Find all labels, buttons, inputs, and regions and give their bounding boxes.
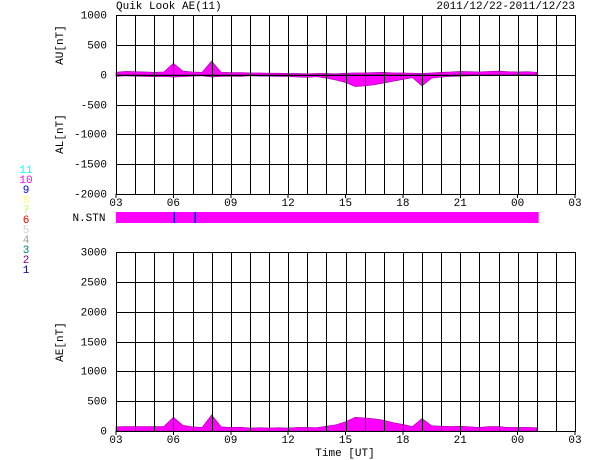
x-tick-label: 03: [109, 435, 122, 447]
y-tick-label: -1500: [74, 159, 107, 171]
x-tick-label: 21: [454, 435, 468, 447]
station-segment: [173, 212, 176, 223]
y-tick-label: 0: [100, 70, 107, 82]
y-tick-label: -500: [81, 100, 107, 112]
x-tick-label: 18: [396, 198, 409, 210]
x-tick-label: 00: [511, 435, 524, 447]
y-tick-label: 3000: [81, 247, 107, 259]
y-axis-label: AU[nT]: [55, 25, 67, 65]
legend-label: 11: [19, 165, 33, 177]
x-tick-label: 06: [167, 198, 180, 210]
x-tick-label: 00: [511, 198, 524, 210]
legend-label: 3: [23, 245, 30, 257]
x-tick-label: 06: [167, 435, 180, 447]
y-axis-label: AE[nT]: [55, 322, 67, 362]
legend-label: 2: [23, 255, 30, 267]
y-tick-label: 1000: [81, 366, 107, 378]
x-tick-label: 18: [396, 435, 409, 447]
station-segment: [194, 212, 197, 223]
station-segment: [196, 212, 539, 223]
y-tick-label: 2500: [81, 277, 107, 289]
plot-frame: [116, 252, 576, 432]
legend-label: 4: [23, 235, 30, 247]
x-tick-label: 15: [339, 198, 352, 210]
station-label: N.STN: [72, 213, 105, 225]
y-tick-label: -2000: [74, 189, 107, 201]
y-tick-label: 1000: [81, 10, 107, 22]
x-axis-label: Time [UT]: [315, 448, 374, 460]
station-segment: [116, 212, 174, 223]
legend-label: 10: [19, 175, 32, 187]
x-tick-label: 03: [109, 198, 122, 210]
y-tick-label: -1000: [74, 129, 107, 141]
y-tick-label: 500: [87, 40, 107, 52]
y-tick-label: 2000: [81, 307, 107, 319]
y-tick-label: 0: [100, 426, 107, 438]
x-tick-label: 12: [282, 435, 295, 447]
plot-frame: [116, 15, 576, 195]
station-segment: [175, 212, 195, 223]
date-range: 2011/12/22-2011/12/23: [436, 1, 575, 13]
area: [115, 60, 538, 75]
legend-label: 8: [23, 195, 30, 207]
x-tick-label: 15: [339, 435, 352, 447]
legend-label: 1: [23, 265, 30, 277]
x-tick-label: 09: [224, 198, 237, 210]
x-tick-label: 09: [224, 435, 237, 447]
y-axis-label: AL[nT]: [55, 114, 67, 154]
legend-label: 7: [23, 205, 30, 217]
area: [115, 414, 538, 432]
y-tick-label: 1500: [81, 337, 107, 349]
chart-title: Quik Look AE(11): [116, 1, 222, 13]
x-tick-label: 03: [568, 435, 581, 447]
legend-label: 9: [23, 185, 30, 197]
legend-label: 5: [23, 225, 30, 237]
x-tick-label: 03: [568, 198, 581, 210]
x-tick-label: 21: [454, 198, 468, 210]
y-tick-label: 500: [87, 396, 107, 408]
legend-label: 6: [23, 215, 30, 227]
x-tick-label: 12: [282, 198, 295, 210]
